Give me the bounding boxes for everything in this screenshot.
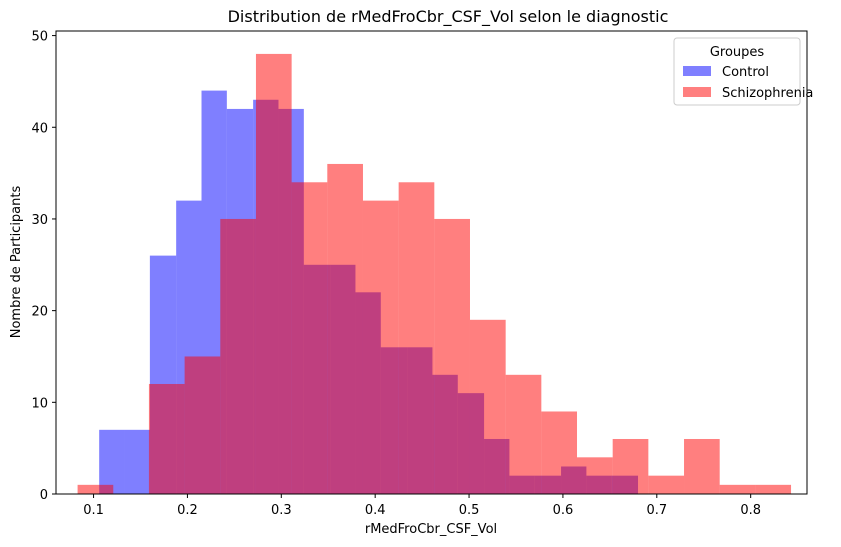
bar-schizophrenia-2 bbox=[148, 383, 185, 494]
bar-schizophrenia-9 bbox=[398, 182, 435, 494]
y-axis: 0 10 20 30 40 50 bbox=[31, 30, 56, 503]
bar-schizophrenia-8 bbox=[362, 200, 399, 494]
x-tick-label: 0.4 bbox=[365, 503, 386, 518]
bar-schizophrenia-15 bbox=[612, 438, 649, 494]
bar-schizophrenia-19 bbox=[755, 484, 792, 494]
bar-control-0 bbox=[99, 429, 125, 494]
x-tick-label: 0.3 bbox=[271, 503, 292, 518]
bar-schizophrenia-4 bbox=[220, 218, 256, 494]
legend-swatch-schizophrenia bbox=[683, 87, 711, 97]
y-tick-label: 10 bbox=[31, 396, 48, 411]
bar-schizophrenia-0 bbox=[77, 484, 114, 494]
chart-title: Distribution de rMedFroCbr_CSF_Vol selon… bbox=[228, 7, 669, 27]
bar-schizophrenia-12 bbox=[505, 374, 542, 494]
x-tick-label: 0.6 bbox=[553, 503, 574, 518]
legend-title: Groupes bbox=[710, 45, 765, 60]
x-axis-label: rMedFroCbr_CSF_Vol bbox=[365, 522, 497, 537]
y-tick-label: 0 bbox=[40, 488, 48, 503]
bar-control-1 bbox=[124, 429, 150, 494]
bar-schizophrenia-11 bbox=[469, 319, 506, 494]
y-tick-label: 40 bbox=[31, 121, 48, 136]
plot-frame bbox=[55, 30, 808, 495]
x-tick-label: 0.5 bbox=[459, 503, 480, 518]
y-tick-label: 30 bbox=[31, 213, 48, 228]
bar-schizophrenia-14 bbox=[577, 457, 613, 494]
bar-schizophrenia-6 bbox=[291, 182, 328, 494]
x-tick-label: 0.8 bbox=[740, 503, 761, 518]
x-tick-label: 0.1 bbox=[83, 503, 104, 518]
legend-swatch-control bbox=[683, 66, 711, 76]
y-axis-label: Nombre de Participants bbox=[9, 186, 24, 339]
bar-schizophrenia-17 bbox=[684, 438, 720, 494]
bar-schizophrenia-16 bbox=[648, 475, 685, 494]
bar-schizophrenia-3 bbox=[184, 356, 221, 494]
bars-layer bbox=[77, 53, 792, 495]
legend: Groupes Control Schizophrenia bbox=[673, 37, 813, 106]
legend-label-control: Control bbox=[722, 65, 769, 80]
x-axis: 0.1 0.2 0.3 0.4 0.5 0.6 0.7 0.8 bbox=[83, 494, 761, 518]
x-tick-label: 0.7 bbox=[646, 503, 667, 518]
bar-schizophrenia-10 bbox=[434, 218, 470, 494]
y-tick-label: 50 bbox=[31, 30, 48, 45]
bar-schizophrenia-18 bbox=[719, 484, 756, 494]
y-tick-label: 20 bbox=[31, 305, 48, 320]
bar-schizophrenia-7 bbox=[327, 163, 363, 494]
legend-label-schizophrenia: Schizophrenia bbox=[722, 86, 813, 101]
x-tick-label: 0.2 bbox=[177, 503, 198, 518]
bar-schizophrenia-13 bbox=[541, 411, 578, 494]
bar-schizophrenia-5 bbox=[255, 53, 292, 495]
